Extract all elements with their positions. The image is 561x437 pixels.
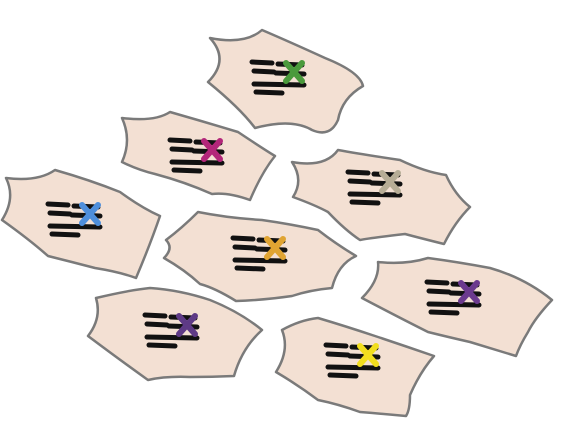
chromosome-bar bbox=[249, 59, 275, 66]
cell-left bbox=[0, 168, 162, 280]
cell-right-upper bbox=[290, 148, 472, 246]
chromosome-bar bbox=[45, 201, 71, 208]
chromosome-bar bbox=[234, 265, 266, 272]
chromosome-bar bbox=[323, 342, 349, 349]
chromosome-bar bbox=[426, 288, 452, 295]
chromosome-bar bbox=[251, 68, 277, 75]
x-marker-icon bbox=[379, 170, 401, 194]
chromosome-bar bbox=[146, 342, 178, 349]
x-marker-icon bbox=[264, 236, 286, 260]
chromosome-bar bbox=[347, 191, 403, 198]
chromosome-bar bbox=[144, 334, 200, 341]
chromosome-bar bbox=[327, 372, 359, 379]
chromosome-bar bbox=[325, 364, 381, 371]
chromosome-bar bbox=[253, 89, 285, 96]
x-marker-icon bbox=[201, 138, 223, 162]
cell-right-lower bbox=[360, 256, 554, 358]
x-marker-stroke bbox=[201, 138, 223, 162]
chromosome-bar bbox=[171, 167, 203, 174]
chromosome-bar bbox=[232, 257, 288, 264]
chromosome-bar bbox=[169, 146, 195, 153]
x-marker-stroke bbox=[283, 60, 305, 84]
chromosome-bar bbox=[325, 351, 351, 358]
chromosome-bar bbox=[169, 159, 225, 166]
x-marker-icon bbox=[176, 313, 198, 337]
cell-membrane bbox=[86, 286, 264, 382]
chromosome-bar bbox=[428, 309, 460, 316]
x-marker-icon bbox=[458, 280, 480, 304]
chromosome-bar bbox=[424, 279, 450, 286]
chromosome-bar bbox=[144, 321, 170, 328]
x-marker-icon bbox=[283, 60, 305, 84]
x-marker-icon bbox=[357, 343, 379, 367]
x-marker-stroke bbox=[357, 343, 379, 367]
chromosome-bar bbox=[345, 169, 371, 176]
x-marker-icon bbox=[79, 202, 101, 226]
chromosome-bar bbox=[251, 81, 307, 88]
x-marker-stroke bbox=[264, 236, 286, 260]
cell-bottom-left bbox=[86, 286, 264, 382]
cell-bottom-center bbox=[274, 316, 436, 418]
chromosome-bar bbox=[232, 244, 258, 251]
chromosome-bar bbox=[426, 301, 482, 308]
cell-membrane bbox=[162, 210, 358, 303]
x-marker-stroke bbox=[79, 202, 101, 226]
chromosome-bar bbox=[47, 210, 73, 217]
chromosome-bar bbox=[49, 231, 81, 238]
x-marker-stroke bbox=[176, 313, 198, 337]
x-marker-stroke bbox=[458, 280, 480, 304]
cell-center bbox=[162, 210, 358, 303]
chromosome-bar bbox=[349, 199, 381, 206]
x-marker-stroke bbox=[379, 170, 401, 194]
cell-top bbox=[206, 28, 365, 134]
chromosome-bar bbox=[47, 223, 103, 230]
chromosome-bar bbox=[347, 178, 373, 185]
cell-membrane bbox=[120, 110, 277, 202]
cell-upper-left bbox=[120, 110, 277, 202]
chromosome-bar bbox=[142, 312, 168, 319]
chromosome-bar bbox=[167, 137, 193, 144]
chromosome-bar bbox=[230, 235, 256, 242]
